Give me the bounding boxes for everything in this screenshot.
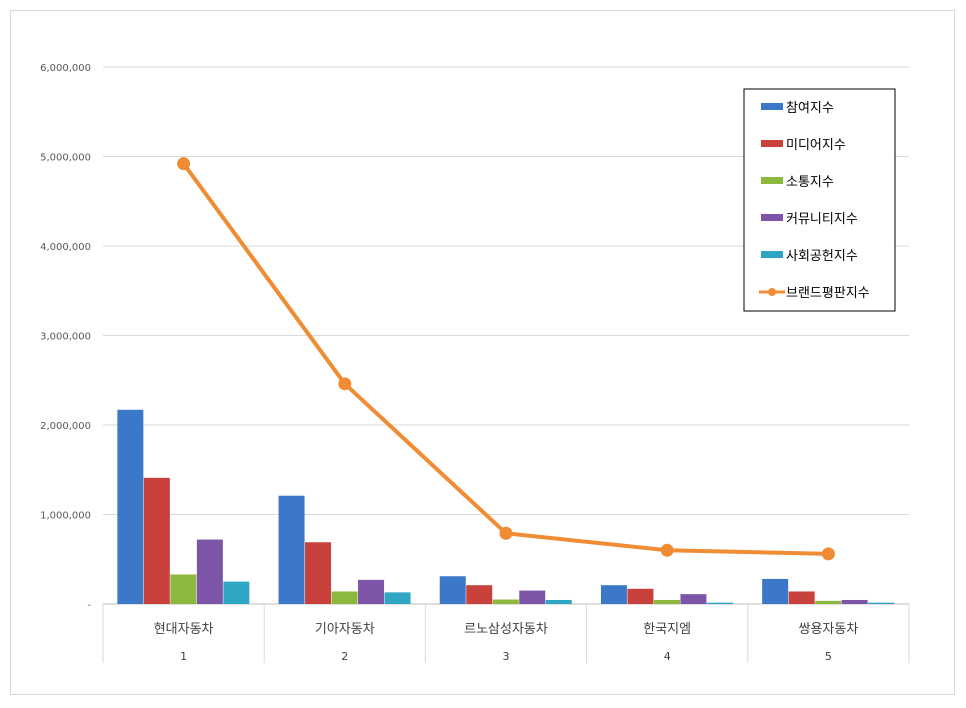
- y-tick-label: -: [87, 600, 91, 611]
- x-category-label: 쌍용자동차: [798, 622, 858, 637]
- bar: [358, 579, 385, 604]
- x-category-label: 르노삼성자동차: [464, 622, 548, 637]
- bar: [519, 590, 546, 604]
- legend-swatch: [761, 251, 783, 258]
- bar: [680, 594, 707, 604]
- legend-swatch: [761, 214, 783, 221]
- bar: [170, 574, 197, 604]
- bar: [815, 600, 842, 604]
- bar: [331, 591, 358, 604]
- line-point: [177, 157, 191, 171]
- legend-swatch-marker: [768, 288, 776, 296]
- bars: [117, 409, 895, 604]
- x-category-label: 한국지엠: [643, 622, 691, 637]
- legend-swatch: [761, 103, 783, 110]
- bar: [196, 539, 223, 604]
- legend-label: 브랜드평판지수: [786, 286, 870, 301]
- legend-label: 참여지수: [786, 101, 834, 116]
- bar: [305, 542, 332, 604]
- bar: [384, 592, 411, 604]
- bar: [788, 591, 815, 604]
- line-point: [499, 526, 513, 540]
- legend-label: 소통지수: [786, 175, 834, 190]
- bar: [492, 599, 519, 604]
- y-tick-label: 5,000,000: [40, 153, 91, 164]
- y-tick-label: 4,000,000: [40, 242, 91, 253]
- legend-label: 사회공헌지수: [786, 249, 858, 264]
- x-category-index: 3: [503, 650, 510, 663]
- bar: [223, 581, 250, 604]
- line-point: [821, 547, 835, 561]
- chart: - 1,000,000 2,000,000 3,000,000 4,000,000 5,0…: [40, 63, 910, 663]
- y-tick-label: 6,000,000: [40, 63, 91, 74]
- x-category-label: 현대자동차: [154, 622, 214, 637]
- x-category-index: 5: [825, 650, 832, 663]
- x-category-index: 1: [180, 650, 187, 663]
- bar: [466, 585, 493, 604]
- bar: [841, 599, 868, 604]
- x-category-label: 기아자동차: [315, 622, 375, 637]
- line-point: [338, 377, 352, 391]
- legend-label: 커뮤니티지수: [786, 212, 858, 227]
- y-axis: - 1,000,000 2,000,000 3,000,000 4,000,000 5,0…: [40, 63, 91, 611]
- x-category-index: 2: [341, 650, 348, 663]
- bar: [762, 578, 789, 604]
- legend-swatch: [761, 177, 783, 184]
- line-point: [660, 543, 674, 557]
- y-tick-label: 2,000,000: [40, 421, 91, 432]
- bar: [278, 495, 305, 604]
- bar: [143, 477, 170, 604]
- y-tick-label: 3,000,000: [40, 332, 91, 343]
- chart-frame: - 1,000,000 2,000,000 3,000,000 4,000,000 5,0…: [10, 10, 955, 695]
- gridlines: [103, 66, 909, 605]
- legend-label: 미디어지수: [786, 138, 846, 153]
- bar: [439, 576, 466, 604]
- legend-swatch: [761, 140, 783, 147]
- line-series: [181, 162, 829, 556]
- bar: [545, 599, 572, 604]
- bar: [117, 409, 144, 604]
- legend-box: [743, 88, 896, 312]
- bar: [600, 585, 627, 604]
- x-axis: 현대자동차 1 기아자동차 2 르노삼성자동차 3 한국지엠 4 쌍용자동차 5: [102, 604, 910, 663]
- bar: [868, 602, 895, 604]
- bar: [627, 588, 654, 604]
- bar: [706, 602, 733, 604]
- y-tick-label: 1,000,000: [40, 511, 91, 522]
- bar: [653, 599, 680, 604]
- x-category-index: 4: [664, 650, 671, 663]
- brand-index-line: [177, 157, 835, 561]
